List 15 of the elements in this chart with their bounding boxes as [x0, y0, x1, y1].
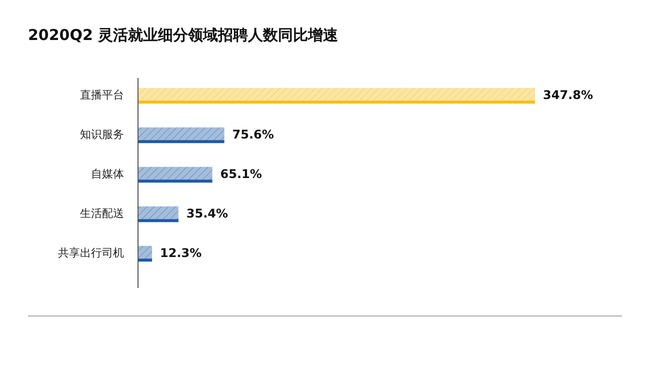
y-tick-label: 直播平台	[80, 88, 124, 102]
data-label: 75.6%	[232, 128, 274, 142]
bar	[136, 86, 536, 104]
chart-title: 2020Q2 灵活就业细分领域招聘人数同比增速	[28, 26, 340, 44]
bar	[136, 126, 226, 144]
y-tick-label: 知识服务	[80, 128, 124, 142]
y-tick-label: 自媒体	[91, 168, 124, 180]
bar	[136, 165, 214, 183]
y-tick-label: 共享出行司机	[58, 246, 124, 260]
data-label: 347.8%	[543, 88, 593, 102]
data-label: 12.3%	[160, 246, 202, 260]
data-label: 35.4%	[186, 206, 228, 220]
bar	[136, 204, 180, 222]
data-label: 65.1%	[220, 167, 262, 181]
y-tick-label: 生活配送	[80, 206, 124, 220]
